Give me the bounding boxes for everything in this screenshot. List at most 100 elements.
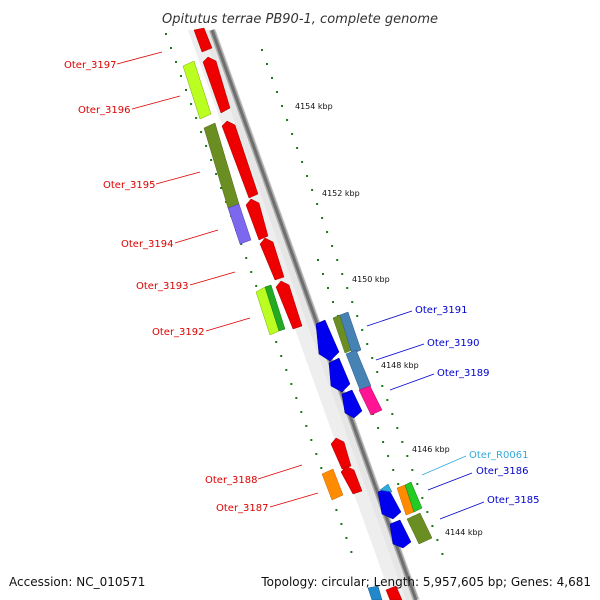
ruler-dot (245, 257, 248, 259)
ruler-label-4146: 4146 kbp (412, 445, 450, 454)
gene-label-3188[interactable]: Oter_3188 (205, 475, 258, 486)
ruler-dot (175, 61, 177, 63)
gene-arrow-3189[interactable] (341, 389, 363, 419)
ruler-label-4152: 4152 kbp (322, 189, 360, 198)
ruler-dot (346, 287, 349, 289)
ruler-label-4148: 4148 kbp (381, 361, 419, 370)
ruler-dot (392, 469, 395, 471)
ruler-dot (180, 75, 182, 77)
ruler-dot (306, 175, 309, 177)
ruler-dot (366, 343, 369, 345)
ruler-dot (341, 273, 344, 275)
ruler-dot (431, 525, 434, 527)
cog-block-3189[interactable] (358, 385, 383, 416)
gene-label-3192[interactable]: Oter_3192 (152, 327, 205, 338)
ruler-dot (170, 47, 172, 49)
ruler-dot (195, 117, 198, 119)
ruler-labels: 4154 kbp 4152 kbp 4150 kbp 4148 kbp 4146… (295, 102, 483, 537)
gene-label-3196[interactable]: Oter_3196 (78, 105, 131, 116)
gene-arrow-3196[interactable] (221, 120, 259, 199)
ruler-dot (205, 145, 208, 147)
ruler-dot (350, 551, 353, 553)
gene-arrow-3185[interactable] (389, 519, 412, 549)
ruler-dot (310, 439, 313, 441)
forward-genes (193, 27, 403, 600)
ruler-dots-center (261, 49, 444, 555)
cog-block-3192b[interactable] (264, 284, 286, 332)
map-title: Opitutus terrae PB90-1, complete genome (162, 12, 438, 27)
ruler-dot (215, 173, 218, 175)
ruler-dot (345, 537, 348, 539)
cog-block-3194[interactable] (227, 203, 252, 245)
ruler-dot (290, 383, 293, 385)
cog-block-3190[interactable] (345, 349, 372, 391)
cog-block-3191b[interactable] (339, 311, 362, 355)
gene-arrow-bottom-red[interactable] (385, 585, 403, 600)
ruler-dot (321, 217, 324, 219)
ruler-dot (326, 231, 329, 233)
accession-text: Accession: NC_010571 (9, 575, 145, 589)
ruler-dot (335, 509, 338, 511)
ruler-dot (396, 427, 399, 429)
ruler-label-4150: 4150 kbp (352, 275, 390, 284)
gene-arrow-3197[interactable] (202, 56, 231, 114)
ruler-label-4154: 4154 kbp (295, 102, 333, 111)
ruler-dot (301, 161, 304, 163)
ruler-dot (295, 397, 298, 399)
ruler-dot (220, 187, 223, 189)
rna-marker-R0061[interactable] (379, 483, 393, 493)
ruler-dot (436, 539, 439, 541)
cog-block-3186b[interactable] (404, 481, 423, 513)
ruler-dot (361, 329, 364, 331)
ruler-dot (280, 355, 283, 357)
gene-arrow-3190[interactable] (328, 357, 351, 393)
ruler-dot (386, 399, 389, 401)
ruler-dot (331, 245, 334, 247)
ruler-dot (351, 301, 354, 303)
gene-arrow-3193[interactable] (275, 280, 303, 330)
ruler-dot (441, 553, 444, 555)
ruler-dot (286, 119, 289, 121)
ruler-dot (250, 271, 253, 273)
gene-label-3194[interactable]: Oter_3194 (121, 239, 174, 250)
ruler-dot (271, 77, 273, 79)
ruler-dot (391, 413, 394, 415)
ruler-dot (401, 441, 404, 443)
gene-label-3191[interactable]: Oter_3191 (415, 305, 468, 316)
cog-block-3187[interactable] (321, 468, 344, 501)
ruler-dot (311, 189, 314, 191)
ruler-dot (291, 133, 294, 135)
ruler-dot (316, 203, 319, 205)
gene-arrow-3188[interactable] (330, 437, 352, 470)
gene-label-3185[interactable]: Oter_3185 (487, 495, 540, 506)
gene-arrow-3191[interactable] (315, 319, 340, 362)
gene-arrow-3198[interactable] (193, 27, 213, 53)
gene-label-R0061[interactable]: Oter_R0061 (469, 450, 528, 461)
ruler-dot (210, 159, 213, 161)
ruler-dot (332, 301, 334, 303)
ruler-dot (397, 483, 400, 485)
gene-label-3189[interactable]: Oter_3189 (437, 368, 490, 379)
gene-label-3186[interactable]: Oter_3186 (476, 466, 529, 477)
ruler-dot (426, 511, 429, 513)
cog-block-3185[interactable] (406, 512, 433, 545)
ruler-dot (356, 315, 359, 317)
ruler-dot (336, 259, 339, 261)
gene-label-3187[interactable]: Oter_3187 (216, 503, 269, 514)
ruler-dot (300, 411, 303, 413)
gene-label-3193[interactable]: Oter_3193 (136, 281, 189, 292)
gene-label-3197[interactable]: Oter_3197 (64, 60, 117, 71)
gene-label-3190[interactable]: Oter_3190 (427, 338, 480, 349)
ruler-dot (200, 131, 203, 133)
ruler-dot (281, 105, 283, 107)
left-labels: Oter_3197 Oter_3196 Oter_3195 Oter_3194 … (64, 51, 319, 514)
gene-arrow-3187[interactable] (340, 465, 363, 495)
gene-arrow-3195[interactable] (245, 198, 269, 241)
ruler-dot (381, 385, 384, 387)
ruler-dot (320, 467, 323, 469)
gene-arrow-bottom-blue[interactable] (367, 585, 383, 600)
gene-arrow-3194[interactable] (259, 237, 285, 281)
cog-block-3196[interactable] (182, 60, 212, 120)
gene-label-3195[interactable]: Oter_3195 (103, 180, 156, 191)
